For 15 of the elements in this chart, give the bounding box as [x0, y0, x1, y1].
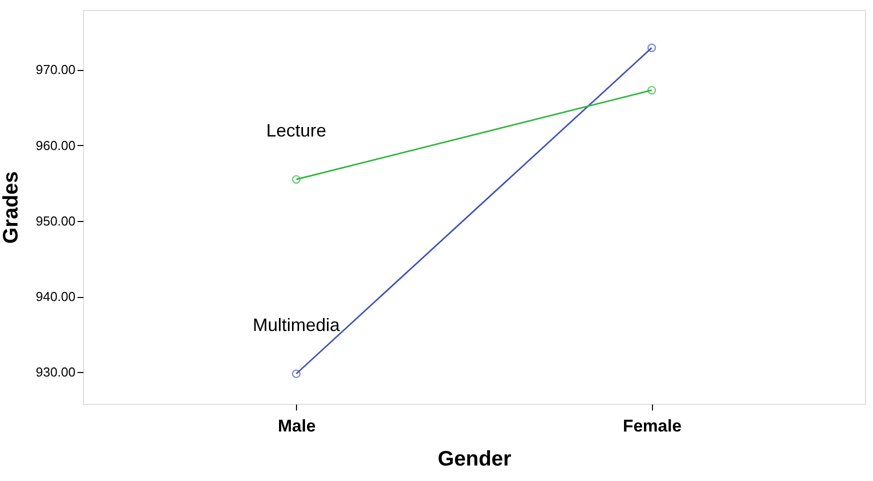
y-tick-label: 930.00	[36, 364, 76, 380]
point	[292, 369, 301, 378]
point	[292, 175, 301, 184]
x-axis-title: Gender	[438, 448, 512, 470]
series-label: Multimedia	[252, 314, 341, 335]
y-axis-title: Grades	[0, 171, 23, 244]
x-tick-label: Male	[278, 416, 316, 436]
y-tick-label: 940.00	[36, 289, 76, 304]
y-tick-label: 950.00	[36, 213, 76, 228]
point	[647, 86, 656, 94]
series-label: Lecture	[266, 120, 326, 140]
point	[647, 44, 656, 52]
y-tick-label: 960.00	[36, 138, 76, 153]
x-tick-label: Female	[622, 416, 682, 436]
y-tick-label: 970.00	[36, 62, 76, 78]
